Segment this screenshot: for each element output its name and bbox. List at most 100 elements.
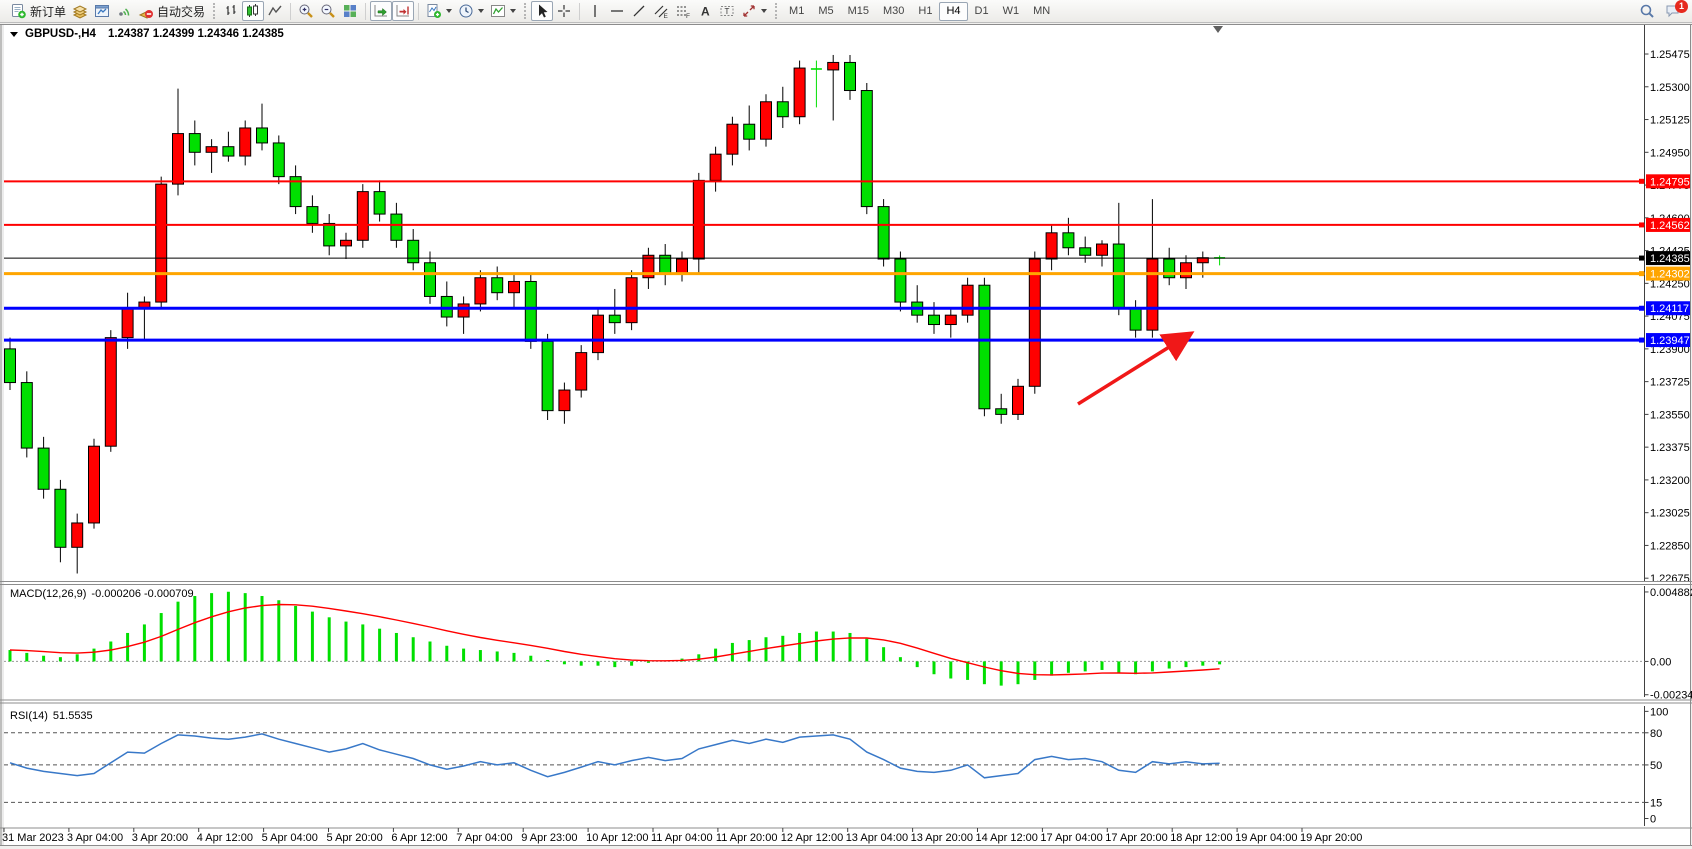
- macd-signal-line: [9, 603, 1220, 676]
- svg-text:1.24250: 1.24250: [1650, 278, 1690, 290]
- fibonacci-button[interactable]: F: [672, 1, 694, 21]
- svg-text:11 Apr 20:00: 11 Apr 20:00: [716, 832, 778, 844]
- svg-text:T: T: [725, 7, 730, 16]
- search-icon[interactable]: [1636, 1, 1658, 21]
- indicators-icon: [427, 4, 442, 18]
- svg-text:F: F: [686, 13, 690, 19]
- price-line-label: 1.24562: [1639, 217, 1690, 232]
- cursor-icon: [539, 4, 548, 18]
- svg-text:1.24302: 1.24302: [1650, 269, 1690, 281]
- autotrade-icon: [138, 10, 154, 19]
- trendline-button[interactable]: [628, 1, 650, 21]
- charts-button[interactable]: [69, 1, 91, 21]
- tile-windows-button[interactable]: [339, 1, 361, 21]
- svg-text:0.004882: 0.004882: [1650, 587, 1692, 599]
- svg-text:1.23200: 1.23200: [1650, 475, 1690, 487]
- price-line-label: 1.24302: [1639, 266, 1690, 281]
- cursor-button[interactable]: [531, 1, 554, 21]
- candlesticks: [4, 54, 1226, 574]
- trendline-icon: [633, 5, 645, 17]
- text-button[interactable]: A: [694, 1, 716, 21]
- timeframe-W1[interactable]: W1: [996, 2, 1027, 21]
- bar-chart-button[interactable]: [220, 1, 242, 21]
- trend-arrow[interactable]: [1077, 331, 1195, 406]
- line-chart-button[interactable]: [264, 1, 286, 21]
- svg-text:1.24950: 1.24950: [1650, 147, 1690, 159]
- timeframe-H1[interactable]: H1: [911, 2, 939, 21]
- svg-text:18 Apr 12:00: 18 Apr 12:00: [1170, 832, 1232, 844]
- line-chart-icon: [268, 5, 282, 16]
- text-label-button[interactable]: T: [716, 1, 738, 21]
- svg-text:1.22850: 1.22850: [1650, 540, 1690, 552]
- horizontal-lines[interactable]: [4, 180, 1645, 342]
- timeframe-M15[interactable]: M15: [841, 2, 876, 21]
- zoom-in-button[interactable]: [295, 1, 317, 21]
- new-order-icon: [12, 4, 26, 19]
- svg-text:13 Apr 04:00: 13 Apr 04:00: [846, 832, 908, 844]
- timeframe-M1[interactable]: M1: [782, 2, 811, 21]
- price-line-label: 1.23947: [1639, 333, 1690, 348]
- svg-text:4 Apr 12:00: 4 Apr 12:00: [197, 832, 253, 844]
- svg-text:17 Apr 20:00: 17 Apr 20:00: [1105, 832, 1167, 844]
- channel-button[interactable]: E: [650, 1, 672, 21]
- vline-button[interactable]: [584, 1, 606, 21]
- rsi-line: [9, 733, 1220, 779]
- svg-text:A: A: [701, 5, 710, 19]
- toolbar-buttons: 新订单 自动交易 E F A T: [8, 1, 782, 21]
- arrows-button[interactable]: [738, 1, 770, 21]
- svg-text:100: 100: [1650, 706, 1668, 718]
- svg-text:1.23025: 1.23025: [1650, 508, 1690, 520]
- signals-button[interactable]: [113, 1, 135, 21]
- periods-button[interactable]: [455, 1, 487, 21]
- toolbar-separator: [290, 2, 292, 20]
- crosshair-button[interactable]: [553, 1, 575, 21]
- channel-icon: E: [654, 5, 669, 19]
- toolbar-grip: [775, 3, 778, 19]
- macd-values: -0.000206 -0.000709: [91, 588, 194, 600]
- svg-text:1.22675: 1.22675: [1650, 573, 1690, 585]
- svg-text:17 Apr 04:00: 17 Apr 04:00: [1040, 832, 1102, 844]
- timeframe-H4[interactable]: H4: [939, 1, 968, 21]
- svg-text:14 Apr 12:00: 14 Apr 12:00: [976, 832, 1038, 844]
- autotrade-button[interactable]: 自动交易: [135, 1, 208, 21]
- svg-text:3 Apr 04:00: 3 Apr 04:00: [67, 832, 123, 844]
- button-label: 新订单: [30, 4, 67, 19]
- candle-chart-button[interactable]: [242, 1, 265, 21]
- auto-scroll-button[interactable]: [370, 1, 393, 21]
- svg-text:19 Apr 04:00: 19 Apr 04:00: [1235, 832, 1297, 844]
- chart-shift-marker-icon[interactable]: [1213, 26, 1223, 33]
- timeframe-D1[interactable]: D1: [968, 2, 996, 21]
- templates-icon: [491, 5, 506, 17]
- svg-text:11 Apr 04:00: 11 Apr 04:00: [651, 832, 713, 844]
- timeframe-MN[interactable]: MN: [1026, 2, 1057, 21]
- timeframe-M30[interactable]: M30: [876, 2, 911, 21]
- signals-icon: [119, 8, 130, 16]
- toolbar-right: 1: [1636, 0, 1688, 21]
- new-order-button[interactable]: 新订单: [8, 1, 69, 21]
- hline-button[interactable]: [606, 1, 628, 21]
- toolbar: 新订单 自动交易 E F A T M1 M5 M15 M30 H1 H4 D1 W1 MN 1: [0, 0, 1692, 23]
- market-watch-button[interactable]: [91, 1, 113, 21]
- chevron-down-icon: [478, 9, 485, 13]
- svg-text:1.24795: 1.24795: [1650, 176, 1690, 188]
- timeframe-M5[interactable]: M5: [811, 2, 840, 21]
- rsi-name: RSI(14): [10, 710, 48, 722]
- macd-name: MACD(12,26,9): [10, 588, 87, 600]
- button-label: 自动交易: [157, 4, 206, 19]
- time-scale[interactable]: 31 Mar 2023 3 Apr 04:00 3 Apr 20:00 4 Apr 1…: [2, 828, 1362, 844]
- zoom-out-icon: [321, 4, 335, 18]
- periods-icon: [459, 4, 473, 18]
- indicators-button[interactable]: [423, 1, 455, 21]
- chat-icon[interactable]: 1: [1662, 0, 1688, 21]
- chart-shift-button[interactable]: [392, 1, 415, 21]
- templates-button[interactable]: [487, 1, 519, 21]
- crosshair-icon: [558, 5, 571, 17]
- svg-text:1.23947: 1.23947: [1650, 335, 1690, 347]
- chart-shift-icon: [396, 5, 410, 17]
- symbol-collapse-arrow-icon[interactable]: [10, 31, 18, 37]
- svg-text:E: E: [664, 13, 669, 19]
- svg-text:15: 15: [1650, 797, 1662, 809]
- price-line-label: 1.24385: [1639, 251, 1690, 266]
- zoom-out-button[interactable]: [317, 1, 339, 21]
